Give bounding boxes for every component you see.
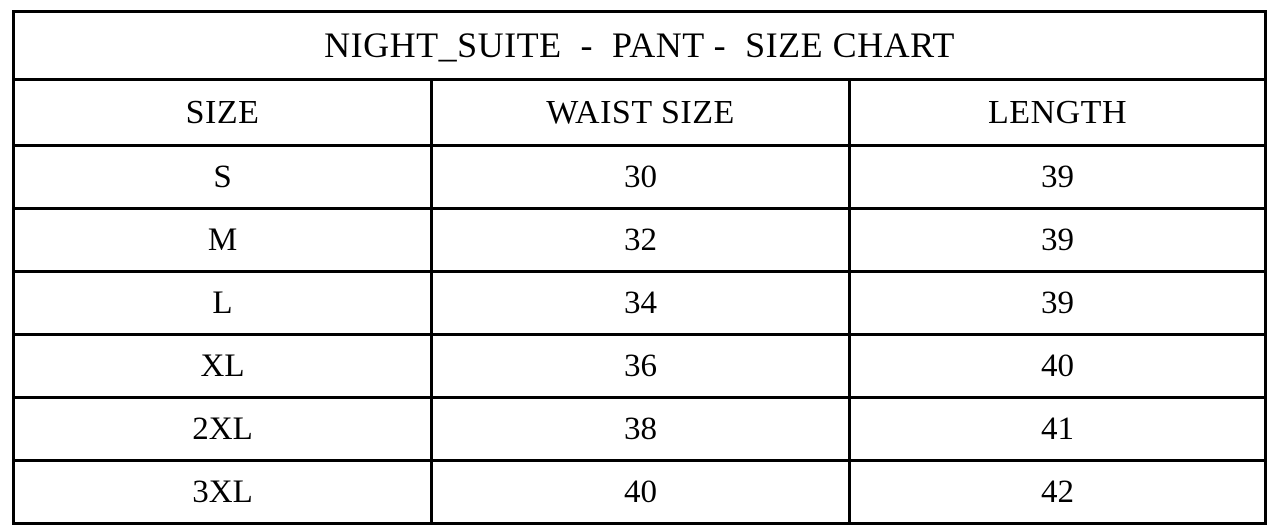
- cell-length: 40: [847, 333, 1268, 399]
- table-title-row: NIGHT_SUITE - PANT - SIZE CHART: [11, 10, 1268, 81]
- table-row: L 34 39: [12, 270, 1268, 336]
- cell-length: 41: [847, 396, 1268, 462]
- chart-title: NIGHT_SUITE - PANT - SIZE CHART: [11, 10, 1268, 81]
- cell-length: 39: [847, 270, 1268, 336]
- cell-size: 2XL: [12, 396, 433, 462]
- cell-size: S: [12, 144, 433, 210]
- column-header-length: LENGTH: [847, 78, 1268, 147]
- table-row: 2XL 38 41: [12, 396, 1268, 462]
- size-chart-container: NIGHT_SUITE - PANT - SIZE CHART SIZE WAI…: [11, 10, 1268, 525]
- cell-size: L: [12, 270, 433, 336]
- cell-size: 3XL: [12, 459, 433, 525]
- table-row: XL 36 40: [12, 333, 1268, 399]
- cell-waist: 36: [430, 333, 851, 399]
- table-row: 3XL 40 42: [12, 459, 1268, 525]
- table-row: S 30 39: [12, 144, 1268, 210]
- cell-size: XL: [12, 333, 433, 399]
- column-header-size: SIZE: [12, 78, 433, 147]
- cell-waist: 30: [430, 144, 851, 210]
- cell-size: M: [12, 207, 433, 273]
- cell-length: 39: [847, 144, 1268, 210]
- cell-length: 39: [847, 207, 1268, 273]
- size-chart-table: NIGHT_SUITE - PANT - SIZE CHART SIZE WAI…: [11, 10, 1268, 525]
- column-header-waist-size: WAIST SIZE: [430, 78, 851, 147]
- cell-waist: 40: [430, 459, 851, 525]
- cell-waist: 34: [430, 270, 851, 336]
- table-header-row: SIZE WAIST SIZE LENGTH: [12, 78, 1268, 147]
- cell-waist: 32: [430, 207, 851, 273]
- cell-length: 42: [847, 459, 1268, 525]
- table-row: M 32 39: [12, 207, 1268, 273]
- cell-waist: 38: [430, 396, 851, 462]
